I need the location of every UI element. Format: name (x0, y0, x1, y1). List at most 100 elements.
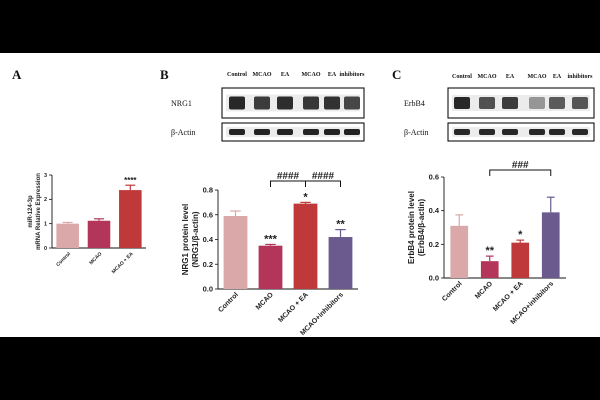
bar (258, 245, 283, 289)
blot-row-label: ErbB4 (404, 99, 425, 108)
x-tick-label: Control (217, 291, 240, 314)
y-tick-label: 0.0 (429, 274, 439, 283)
x-tick-label: MCAO (474, 280, 494, 300)
bar (450, 225, 469, 278)
blot-band (549, 97, 565, 109)
blot-band (529, 129, 545, 135)
y-axis-label: NRG1 protein level (181, 204, 190, 276)
blot-band (324, 129, 340, 135)
significance-mark: *** (264, 233, 278, 245)
blot-band (277, 129, 293, 135)
blot-lane-label: inhibitors (567, 74, 593, 80)
bar (223, 215, 248, 289)
bracket-label: #### (277, 171, 300, 182)
y-tick-label: 0.0 (203, 285, 213, 294)
y-tick-label: 1 (44, 222, 47, 228)
y-tick-label: 0.8 (203, 186, 213, 195)
bracket-label: ### (512, 160, 529, 171)
bar (480, 261, 499, 278)
blot-lane-label: Control (452, 74, 472, 80)
y-tick-label: 0.4 (203, 235, 214, 244)
y-tick-label: 3 (44, 173, 47, 179)
bar (87, 220, 111, 248)
blot-band (572, 129, 588, 135)
panel-letter-b: B (160, 67, 169, 82)
blot-lane-label: MCAO (528, 74, 547, 80)
blot-row-label: β-Actin (171, 128, 196, 137)
figure-canvas: A B C Control MCAO EA MCAO EA inhibitors NRG1 β-Ac… (0, 53, 600, 337)
y-axis-label: (ErbB4/β-actin) (417, 199, 426, 257)
blot-band (479, 129, 495, 135)
blot-lane-label: EA (506, 74, 515, 80)
bar (56, 223, 79, 248)
chart-b: NRG1 protein level (NRG1/β-actin) 0.0 0.2 0.… (181, 171, 358, 337)
y-tick-label: 0.2 (429, 240, 439, 249)
y-tick-label: 2 (44, 197, 47, 203)
blot-band (229, 129, 245, 135)
y-axis-label: miR-124-3p (28, 195, 34, 228)
significance-mark: **** (124, 176, 137, 185)
chart-c: ErbB4 protein level (ErbB4/β-actin) 0.0 0.2… (407, 160, 566, 326)
significance-bracket (489, 169, 552, 176)
blot-band (277, 96, 293, 110)
blot-lane-label: inhibitors (339, 72, 365, 78)
bar (511, 242, 530, 278)
blot-row-label: β-Actin (404, 128, 429, 137)
blot-band (502, 129, 518, 135)
blot-band (254, 129, 270, 135)
blot-band (303, 96, 319, 110)
blot-background (452, 95, 590, 111)
y-axis-label: ErbB4 protein level (407, 191, 416, 264)
blot-lane-label: EA (553, 74, 562, 80)
blot-band (502, 97, 518, 109)
y-tick-label: 0 (44, 246, 47, 252)
x-tick-label: MCAO (88, 251, 103, 266)
chart-a: miR-124-3p mRNA Relative Expression 0 1 2 3 Co… (28, 173, 146, 275)
y-tick-label: 0.6 (203, 210, 213, 219)
bar (541, 212, 560, 278)
blot-band (324, 96, 340, 110)
significance-mark: ** (336, 219, 345, 231)
x-tick-label: MCAO (255, 291, 275, 311)
blot-band (344, 96, 360, 110)
y-axis-label: mRNA Relative Expression (36, 173, 42, 250)
blot-c: Control MCAO EA MCAO EA inhibitors ErbB4 β-Acti… (404, 74, 595, 142)
blot-band (344, 129, 360, 135)
panel-letter-c: C (392, 67, 401, 82)
y-axis-label: (NRG1/β-actin) (191, 211, 200, 267)
blot-band (549, 129, 565, 135)
blot-lane-label: MCAO (253, 72, 272, 78)
x-tick-label: Control (441, 280, 464, 303)
x-tick-label: MCAO + EA (492, 280, 525, 313)
x-tick-label: MCAO + EA (111, 251, 135, 275)
blot-band (254, 96, 270, 110)
blot-band (454, 129, 470, 135)
blot-lane-label: MCAO (478, 74, 497, 80)
x-tick-label: MCAO + EA (277, 291, 310, 324)
bar (328, 237, 353, 289)
y-tick-label: 0.6 (429, 173, 439, 182)
blot-background (452, 127, 590, 137)
significance-mark: * (518, 229, 523, 241)
blot-band (303, 129, 319, 135)
blot-lane-label: EA (281, 72, 290, 78)
blot-band (454, 97, 470, 109)
blot-lane-label: Control (227, 72, 247, 78)
significance-bracket (305, 180, 341, 187)
x-tick-label: Control (55, 251, 72, 268)
bar (119, 190, 142, 248)
y-tick-label: 0.2 (203, 260, 213, 269)
y-tick-label: 0.4 (429, 206, 440, 215)
blot-band (572, 97, 588, 109)
blot-row-label: NRG1 (171, 99, 192, 108)
significance-mark: * (303, 191, 308, 203)
bar (293, 203, 318, 289)
blot-band (529, 97, 545, 109)
blot-lane-label: MCAO (302, 72, 321, 78)
blot-lane-label: EA (328, 72, 337, 78)
panel-letter-a: A (12, 67, 22, 82)
bracket-label: #### (312, 171, 335, 182)
significance-mark: ** (485, 245, 494, 257)
